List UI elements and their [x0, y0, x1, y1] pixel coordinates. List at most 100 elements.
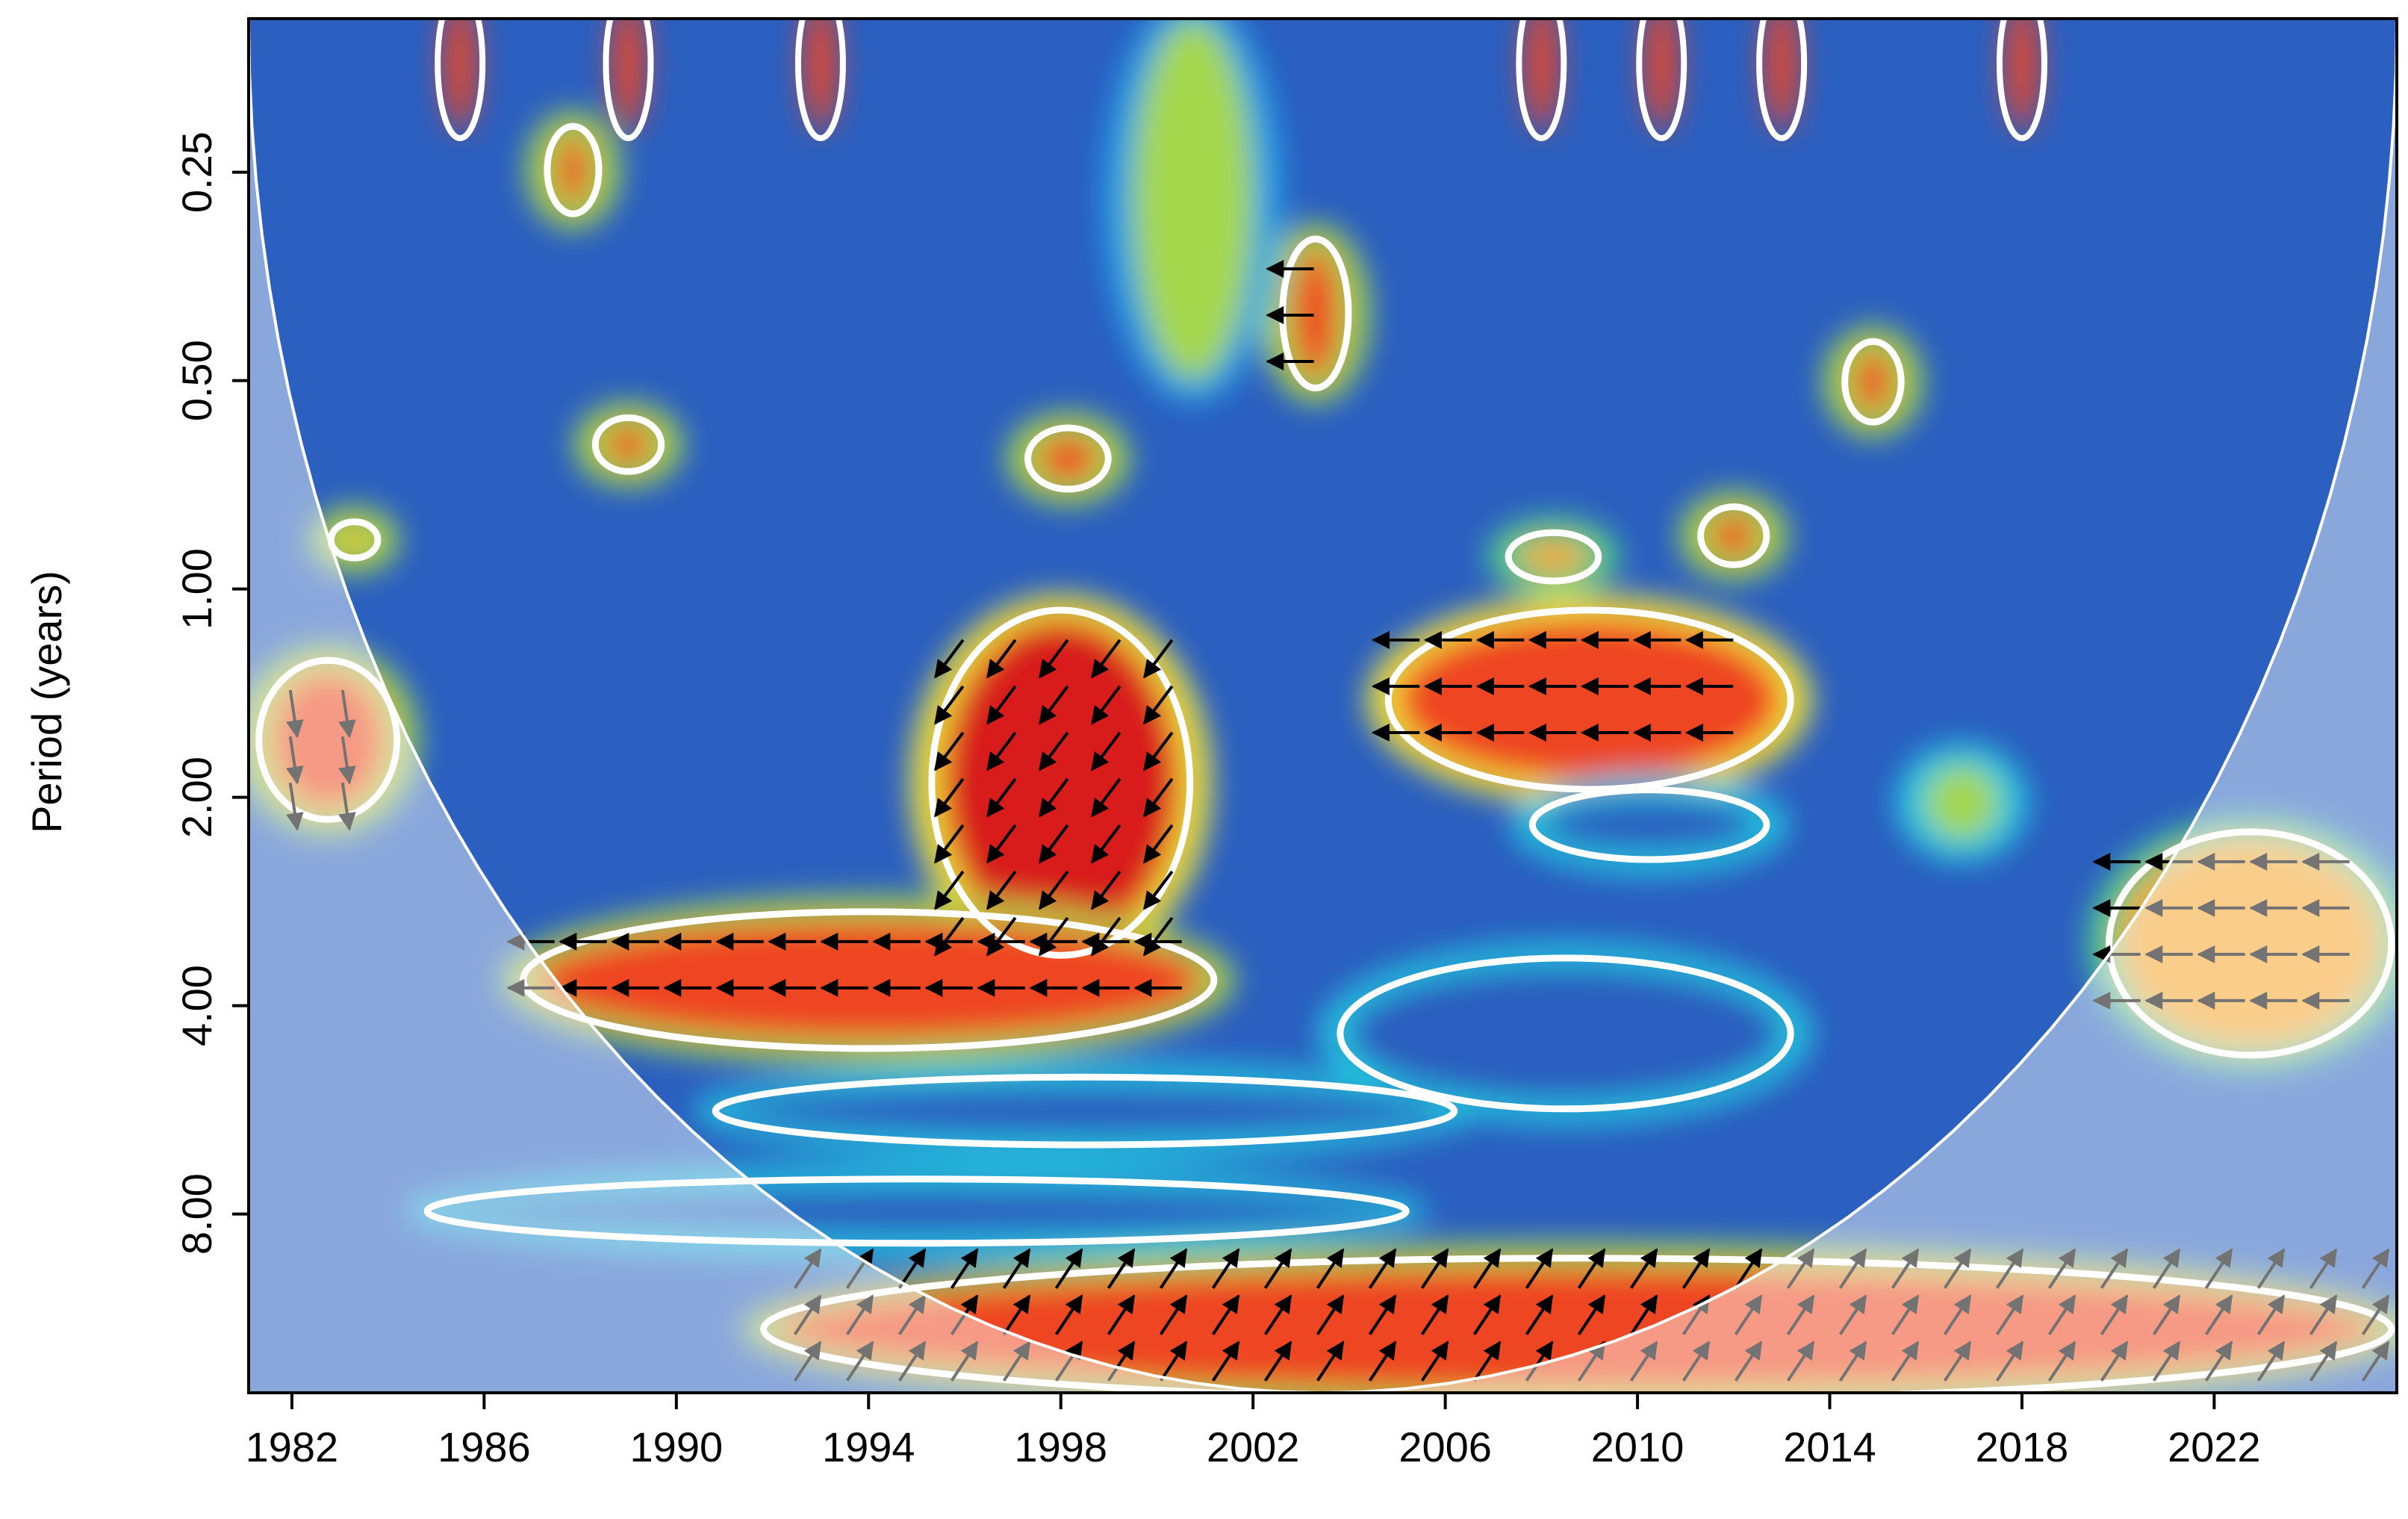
- phase-arrow: [793, 1248, 822, 1289]
- heat-region: [1291, 246, 1340, 381]
- heat-region: [436, 1186, 1398, 1236]
- phase-arrow: [897, 1294, 927, 1335]
- phase-arrow: [1211, 1294, 1240, 1335]
- heat-region: [1926, 765, 1998, 839]
- phase-arrow: [2309, 1341, 2338, 1382]
- phase-arrow: [1420, 1341, 1449, 1382]
- heat-region: [1517, 540, 1590, 574]
- phase-arrow: [285, 689, 304, 739]
- phase-arrow: [1143, 731, 1174, 771]
- phase-arrow: [934, 639, 965, 679]
- heat-region: [940, 617, 1181, 948]
- heat-region: [1036, 435, 1100, 482]
- phase-arrow: [1039, 870, 1069, 910]
- phase-arrow: [1943, 1294, 1972, 1335]
- phase-arrow: [1091, 824, 1121, 864]
- significance-contour: [2106, 828, 2395, 1059]
- phase-arrow: [1316, 1248, 1345, 1289]
- phase-arrow: [1211, 1248, 1240, 1289]
- phase-arrow: [1891, 1341, 1920, 1382]
- significance-contour: [1337, 954, 1794, 1113]
- phase-arrow: [2361, 1248, 2390, 1289]
- phase-arrow: [1368, 1294, 1397, 1335]
- phase-arrow: [1143, 639, 1174, 679]
- phase-arrow: [1263, 1248, 1292, 1289]
- phase-arrow: [1368, 1248, 1397, 1289]
- phase-arrow: [2152, 1294, 2181, 1335]
- phase-arrow: [1838, 1248, 1867, 1289]
- phase-arrow: [1734, 1341, 1763, 1382]
- heat-region: [1133, 19, 1254, 381]
- x-tick-label: 1994: [822, 1423, 915, 1470]
- cone-of-influence-shade: [249, 19, 2397, 1393]
- heat-spike: [444, 19, 477, 131]
- significance-contour: [327, 518, 382, 562]
- significance-contour: [1697, 503, 1770, 568]
- x-tick-label: 2006: [1399, 1423, 1492, 1470]
- phase-arrow: [1995, 1341, 2024, 1382]
- heat-region: [1348, 965, 1782, 1102]
- phase-arrow: [1734, 1294, 1763, 1335]
- phase-arrow: [986, 777, 1017, 818]
- phase-arrow: [845, 1341, 874, 1382]
- phase-arrow: [1039, 731, 1069, 771]
- significance-contour: [603, 19, 654, 141]
- plot-frame: [247, 17, 2398, 1394]
- phase-arrow: [2152, 1341, 2181, 1382]
- phase-arrow: [1091, 777, 1121, 818]
- phase-arrow: [1316, 1341, 1345, 1382]
- phase-arrow: [1420, 1248, 1449, 1289]
- phase-arrow: [2152, 1248, 2181, 1289]
- phase-arrow: [934, 685, 965, 725]
- y-axis: 0.25 0.50 1.00 2.00 4.00 8.00: [173, 131, 249, 1255]
- phase-arrow: [1838, 1294, 1867, 1335]
- phase-arrow: [337, 736, 356, 785]
- phase-arrow: [1577, 1341, 1606, 1382]
- phase-arrow: [950, 1248, 979, 1289]
- significance-contour: [1756, 19, 1808, 141]
- x-tick-label: 1982: [246, 1423, 339, 1470]
- phase-arrow: [1054, 1341, 1083, 1382]
- phase-arrow: [1629, 1294, 1658, 1335]
- phase-arrow: [934, 731, 965, 771]
- phase-arrows: [285, 259, 2390, 1382]
- significance-contour: [255, 656, 401, 823]
- significance-contour: [435, 19, 486, 141]
- phase-arrow: [2100, 1341, 2129, 1382]
- phase-arrow: [986, 824, 1017, 864]
- y-tick-label: 4.00: [173, 965, 220, 1046]
- phase-arrow: [1143, 685, 1174, 725]
- phase-arrow: [1943, 1248, 1972, 1289]
- phase-arrow: [1039, 777, 1069, 818]
- phase-arrow: [1525, 1294, 1554, 1335]
- significance-contour: [544, 122, 603, 217]
- phase-arrow: [2361, 1294, 2390, 1335]
- phase-arrow: [285, 736, 304, 785]
- phase-arrow: [793, 1294, 822, 1335]
- heat-region: [340, 529, 369, 551]
- heat-region: [724, 1084, 1446, 1138]
- phase-arrow: [1891, 1248, 1920, 1289]
- phase-arrow: [934, 870, 965, 910]
- x-tick-label: 1990: [630, 1423, 724, 1470]
- y-tick-label: 1.00: [173, 548, 220, 630]
- phase-arrow: [897, 1248, 927, 1289]
- phase-arrow: [1472, 1248, 1502, 1289]
- phase-arrow: [1472, 1294, 1502, 1335]
- phase-arrow: [1786, 1248, 1815, 1289]
- heat-region: [556, 134, 590, 207]
- phase-arrow: [1734, 1248, 1763, 1289]
- phase-arrow: [1107, 1341, 1136, 1382]
- y-tick-label: 8.00: [173, 1173, 220, 1255]
- phase-arrow: [2361, 1341, 2390, 1382]
- phase-arrow: [845, 1294, 874, 1335]
- phase-arrow: [1002, 1341, 1031, 1382]
- phase-arrow: [337, 689, 356, 739]
- significance-contour: [1516, 19, 1567, 141]
- significance-contour: [928, 606, 1194, 959]
- heat-spike: [1765, 19, 1799, 131]
- phase-arrow: [1039, 639, 1069, 679]
- plot-area: [249, 19, 2397, 1393]
- heat-region: [1397, 617, 1782, 782]
- phase-arrow: [1786, 1294, 1815, 1335]
